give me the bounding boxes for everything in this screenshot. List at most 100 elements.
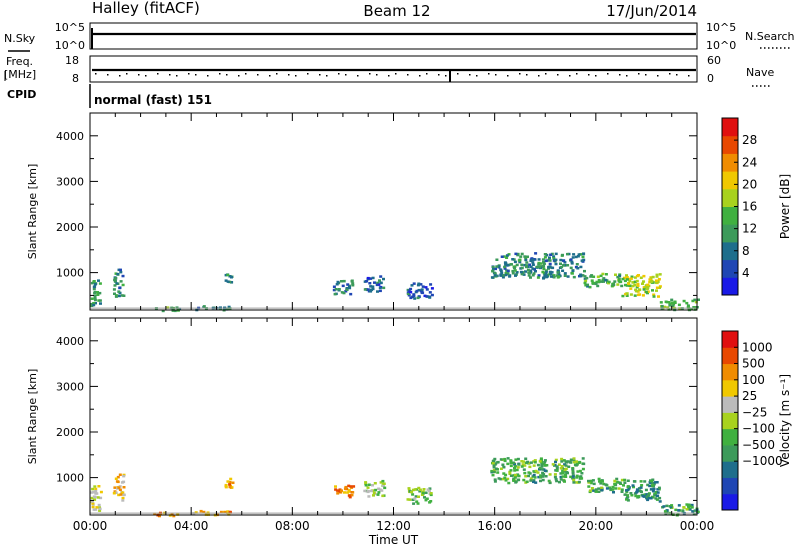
data-cell — [366, 276, 370, 280]
data-cell — [569, 258, 573, 261]
data-cell — [544, 269, 548, 272]
data-region — [622, 478, 662, 503]
y-axis-label: Slant Range [km] — [26, 369, 39, 465]
data-region — [90, 279, 102, 307]
data-cell — [523, 464, 527, 467]
nave-dot — [269, 75, 271, 77]
data-cell — [99, 490, 103, 494]
data-cell — [114, 277, 118, 280]
data-cell — [90, 297, 94, 300]
data-cell — [348, 286, 352, 290]
data-cell — [346, 283, 350, 286]
data-cell — [531, 258, 535, 261]
data-cell — [415, 289, 419, 293]
data-cell — [564, 464, 568, 467]
nave-dot — [226, 74, 228, 76]
data-cell — [620, 284, 624, 288]
data-cell — [92, 495, 96, 498]
nave-dot — [107, 74, 109, 76]
data-cell — [550, 271, 554, 274]
data-cell — [540, 465, 544, 468]
data-cell — [202, 510, 206, 514]
data-cell — [419, 283, 423, 286]
data-cell — [655, 286, 659, 289]
data-cell — [524, 258, 528, 262]
x-tick-label: 20:00 — [579, 519, 614, 533]
data-cell — [636, 284, 640, 287]
data-cell — [377, 283, 381, 286]
freq-tick-bottom: 8 — [72, 72, 79, 85]
data-cell — [647, 496, 651, 500]
nave-dot — [507, 75, 509, 77]
nsearch-tick-top: 10^5 — [706, 21, 736, 34]
data-cell — [572, 481, 576, 484]
data-cell — [97, 503, 101, 507]
data-cell — [668, 304, 672, 307]
data-cell — [542, 473, 546, 476]
data-cell — [525, 261, 529, 264]
data-cell — [520, 266, 524, 270]
data-cell — [670, 298, 674, 302]
data-cell — [634, 288, 638, 292]
data-cell — [580, 477, 584, 480]
data-cell — [657, 295, 660, 298]
data-cell — [620, 490, 624, 493]
nave-dot — [626, 75, 628, 77]
data-cell — [369, 489, 373, 493]
data-cell — [365, 280, 369, 283]
data-cell — [646, 286, 650, 290]
data-cell — [515, 271, 519, 274]
data-cell — [90, 304, 94, 307]
data-cell — [516, 466, 520, 469]
data-cell — [591, 479, 595, 482]
data-cell — [575, 474, 579, 478]
colorbar-segment — [722, 331, 738, 348]
data-cell — [589, 481, 593, 485]
data-cell — [571, 471, 575, 475]
data-cell — [532, 479, 536, 482]
data-cell — [537, 475, 541, 479]
data-cell — [577, 480, 581, 484]
data-cell — [564, 473, 567, 476]
nave-dot — [645, 74, 647, 76]
data-cell — [492, 267, 495, 271]
data-cell — [529, 477, 533, 480]
data-cell — [567, 465, 571, 468]
data-cell — [114, 294, 118, 297]
data-cell — [513, 466, 516, 470]
data-cell — [113, 280, 117, 283]
data-cell — [543, 274, 547, 277]
data-cell — [509, 263, 513, 266]
data-cell — [662, 505, 666, 508]
data-cell — [631, 484, 635, 487]
colorbar-segment — [722, 412, 738, 430]
data-cell — [428, 296, 432, 299]
data-cell — [543, 460, 547, 464]
data-cell — [379, 281, 383, 285]
data-cell — [544, 259, 548, 263]
data-cell — [97, 485, 101, 488]
data-cell — [538, 468, 541, 471]
colorbar-segment — [722, 461, 738, 478]
data-cell — [382, 482, 386, 485]
data-cell — [652, 295, 656, 298]
nave-dot — [495, 74, 497, 76]
data-cell — [634, 289, 638, 293]
data-cell — [693, 509, 697, 512]
data-cell — [517, 463, 521, 466]
data-cell — [554, 262, 558, 266]
colorbar-tick-label: 8 — [742, 244, 750, 258]
data-cell — [334, 485, 337, 488]
data-cell — [537, 274, 541, 277]
data-cell — [97, 279, 100, 282]
data-cell — [121, 283, 125, 287]
data-cell — [430, 287, 434, 290]
data-cell — [373, 482, 377, 485]
data-cell — [613, 483, 617, 486]
nave-dot — [538, 75, 540, 77]
data-cell — [657, 278, 661, 281]
data-cell — [623, 276, 626, 280]
data-cell — [652, 482, 656, 486]
